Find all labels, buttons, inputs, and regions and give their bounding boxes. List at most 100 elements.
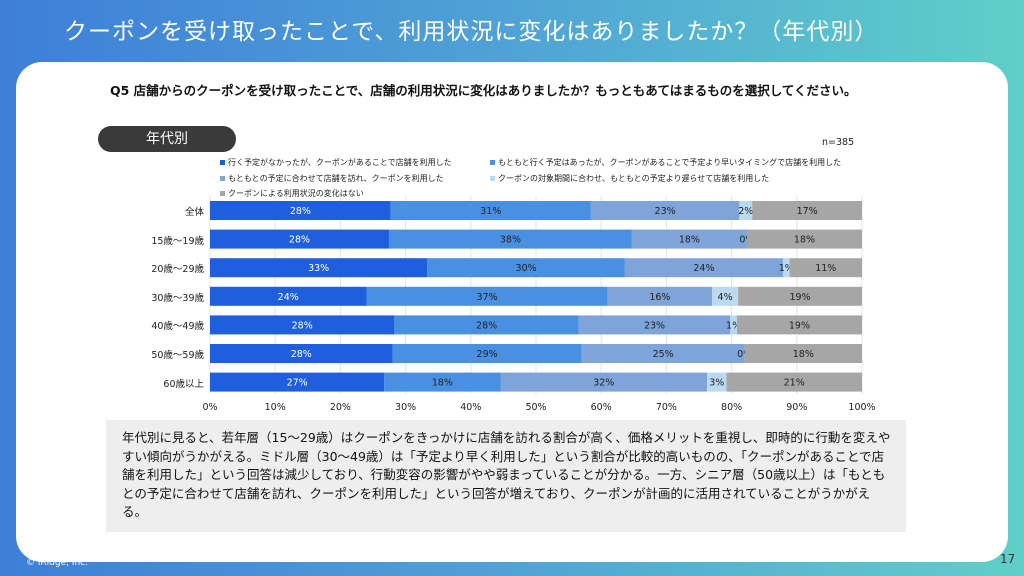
data-label: 27% <box>287 378 308 389</box>
bar-segment <box>210 315 395 335</box>
legend-swatch <box>220 160 225 165</box>
bar-segment <box>590 201 740 220</box>
bar-segment <box>500 372 708 392</box>
bar-segment <box>388 229 632 249</box>
legend-item: 行く予定がなかったが、クーポンがあることで店舗を利用した <box>220 157 452 168</box>
data-label: 28% <box>290 206 311 217</box>
legend-label: もともとの予定に合わせて店舗を訪れ、クーポンを利用した <box>228 174 444 183</box>
bar-segment <box>210 344 393 363</box>
x-tick-label: 50% <box>525 402 546 413</box>
bar-segment <box>581 344 745 363</box>
data-label: 18% <box>793 349 814 360</box>
x-tick-label: 20% <box>330 402 351 413</box>
question-text: Q5 店舗からのクーポンを受け取ったことで、店舗の利用状況に変化はありましたか？… <box>110 83 857 98</box>
bar-segment <box>607 286 713 306</box>
legend-swatch <box>490 160 495 165</box>
legend-swatch <box>490 176 495 181</box>
data-label: 31% <box>480 206 501 217</box>
data-label: 16% <box>649 292 670 303</box>
x-tick-label: 100% <box>848 402 875 413</box>
data-label: 23% <box>655 206 676 217</box>
category-label: 40歳～49歳 <box>151 321 204 333</box>
data-label: 24% <box>278 292 299 303</box>
data-label: 37% <box>477 292 498 303</box>
data-label: 28% <box>289 235 310 246</box>
bar-segment <box>736 315 862 335</box>
bar-segment <box>752 201 862 220</box>
data-label: 2% <box>738 206 753 217</box>
category-label: 20歳～29歳 <box>151 264 204 276</box>
category-label: 15歳～19歳 <box>151 235 204 247</box>
data-label: 11% <box>815 263 836 274</box>
bar-segment <box>744 344 862 363</box>
bar-segment <box>210 286 367 306</box>
bar-segment <box>394 315 579 335</box>
data-label: 23% <box>644 320 665 331</box>
bar-segment <box>210 229 389 249</box>
bar-segment <box>707 372 727 392</box>
bar-segment <box>726 372 862 392</box>
data-label: 25% <box>653 349 674 360</box>
legend-item: もともとの予定に合わせて店舗を訪れ、クーポンを利用した <box>220 173 444 184</box>
legend-label: 行く予定がなかったが、クーポンがあることで店舗を利用した <box>228 158 452 167</box>
sample-size: n=385 <box>822 137 855 148</box>
data-label: 24% <box>693 263 714 274</box>
data-label: 19% <box>789 292 810 303</box>
legend-item: クーポンによる利用状況の変化はない <box>220 188 364 199</box>
legend-item: クーポンの対象期間に合わせ、もともとの予定より遅らせて店舗を利用した <box>490 173 769 184</box>
data-label: 32% <box>593 378 614 389</box>
data-label: 38% <box>500 235 521 246</box>
legend-label: クーポンの対象期間に合わせ、もともとの予定より遅らせて店舗を利用した <box>498 174 770 183</box>
legend-label: クーポンによる利用状況の変化はない <box>228 189 364 198</box>
data-label: 30% <box>516 263 537 274</box>
bar-segment <box>738 286 862 306</box>
bar-segment <box>631 229 747 249</box>
data-label: 21% <box>784 378 805 389</box>
x-tick-label: 0% <box>202 402 217 413</box>
bar-segment <box>210 258 428 278</box>
data-label: 18% <box>794 235 815 246</box>
bar-segment <box>427 258 625 278</box>
x-tick-label: 10% <box>265 402 286 413</box>
bar-segment <box>210 372 385 392</box>
summary-text: 年代別に見ると、若年層（15～29歳）はクーポンをきっかけに店舗を訪れる割合が高… <box>122 430 891 519</box>
copyright: © iRidge, Inc. <box>26 558 88 568</box>
data-label: 33% <box>308 263 329 274</box>
bar-segment <box>384 372 501 392</box>
bar-segment <box>624 258 783 278</box>
legend-swatch <box>220 191 225 196</box>
bar-segment <box>210 201 391 220</box>
bar-segment <box>712 286 739 306</box>
x-tick-label: 30% <box>395 402 416 413</box>
x-tick-label: 70% <box>656 402 677 413</box>
x-tick-label: 80% <box>721 402 742 413</box>
data-label: 18% <box>432 378 453 389</box>
data-label: 28% <box>292 320 313 331</box>
data-label: 28% <box>476 320 497 331</box>
data-label: 17% <box>797 206 818 217</box>
bar-segment <box>730 315 737 335</box>
data-label: 4% <box>718 292 733 303</box>
data-label: 19% <box>789 320 810 331</box>
data-label: 1% <box>779 263 794 274</box>
bar-segment <box>390 201 591 220</box>
data-label: 3% <box>709 378 724 389</box>
category-label: 30歳～39歳 <box>151 292 204 304</box>
x-tick-label: 90% <box>786 402 807 413</box>
legend-label: もともと行く予定はあったが、クーポンがあることで予定より早いタイミングで店舗を利… <box>498 158 842 167</box>
data-label: 18% <box>679 235 700 246</box>
segment-tag: 年代別 <box>98 126 236 152</box>
x-tick-label: 60% <box>591 402 612 413</box>
slide-title: クーポンを受け取ったことで、利用状況に変化はありましたか？（年代別） <box>64 19 879 45</box>
category-label: 60歳以上 <box>163 378 204 390</box>
legend-item: もともと行く予定はあったが、クーポンがあることで予定より早いタイミングで店舗を利… <box>490 157 841 168</box>
bar-segment <box>746 229 862 249</box>
legend-swatch <box>220 176 225 181</box>
category-label: 50歳～59歳 <box>151 350 204 361</box>
page-number: 17 <box>1000 552 1016 566</box>
data-label: 28% <box>291 349 312 360</box>
bar-segment <box>739 201 753 220</box>
x-tick-label: 40% <box>460 402 481 413</box>
category-label: 全体 <box>184 207 204 218</box>
bar-segment <box>789 258 862 278</box>
